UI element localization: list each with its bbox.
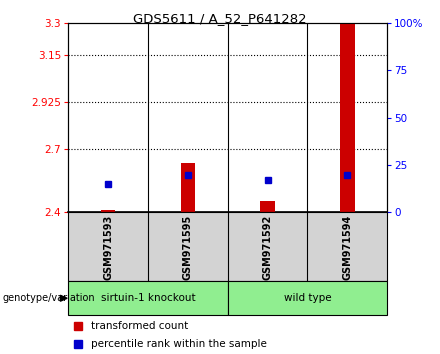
Bar [228,281,387,315]
Text: GSM971593: GSM971593 [103,214,113,280]
Bar [340,24,355,212]
Text: transformed count: transformed count [91,321,188,331]
Text: wild type: wild type [284,293,331,303]
Text: GSM971595: GSM971595 [183,214,193,280]
Text: sirtuin-1 knockout: sirtuin-1 knockout [101,293,195,303]
Bar [260,201,275,212]
Text: GSM971592: GSM971592 [263,214,272,280]
Bar [181,163,195,212]
Text: genotype/variation: genotype/variation [2,293,95,303]
Text: percentile rank within the sample: percentile rank within the sample [91,339,266,349]
Bar [68,281,228,315]
Text: GSM971594: GSM971594 [342,214,352,280]
Bar [101,210,115,212]
Polygon shape [60,295,67,301]
Text: GDS5611 / A_52_P641282: GDS5611 / A_52_P641282 [133,12,307,25]
